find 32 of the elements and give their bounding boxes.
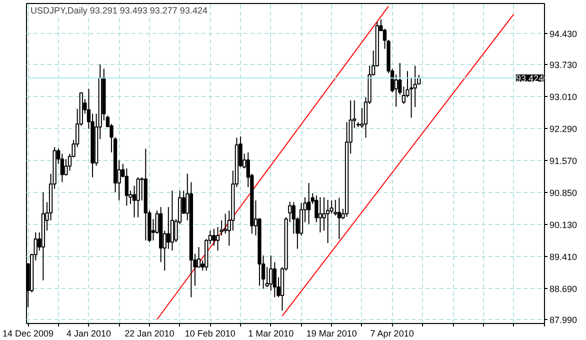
x-tick-label: 4 Jan 2010 xyxy=(66,328,112,338)
candlestick xyxy=(170,190,174,252)
y-tick-label: 90.130 xyxy=(550,220,578,230)
chart-title: USDJPY,Daily 93.291 93.493 93.277 93.424 xyxy=(30,6,208,16)
candlestick xyxy=(394,74,398,108)
x-tick-label: 10 Feb 2010 xyxy=(184,328,236,338)
x-tick-label: 22 Jan 2010 xyxy=(124,328,174,338)
x-tick-label: 14 Dec 2009 xyxy=(2,328,54,338)
y-tick-label: 87.990 xyxy=(550,315,578,325)
y-tick-label: 93.010 xyxy=(550,92,578,102)
x-tick-label: 7 Apr 2010 xyxy=(370,328,414,338)
y-tick-label: 92.290 xyxy=(550,124,578,134)
candlestick xyxy=(318,196,322,233)
candlestick xyxy=(334,199,338,216)
y-tick-label: 93.730 xyxy=(550,60,578,70)
ref-line-label: 93.424 xyxy=(516,73,544,84)
x-tick-label: 1 Mar 2010 xyxy=(248,328,294,338)
candlestick xyxy=(337,197,342,240)
candlestick xyxy=(166,206,170,250)
y-tick-label: 89.410 xyxy=(550,252,578,262)
candlestick xyxy=(269,255,273,292)
candlestick xyxy=(326,199,330,244)
candlestick xyxy=(224,213,228,234)
x-tick-label: 19 Mar 2010 xyxy=(306,328,357,338)
y-tick-label: 91.570 xyxy=(550,156,578,166)
candlestick xyxy=(307,182,311,224)
y-tick-label: 90.850 xyxy=(550,188,578,198)
candlestick xyxy=(212,228,216,246)
candlestick xyxy=(136,176,140,218)
y-tick-label: 94.430 xyxy=(550,28,578,39)
candlestick xyxy=(124,168,129,206)
y-tick-label: 88.690 xyxy=(550,284,578,294)
